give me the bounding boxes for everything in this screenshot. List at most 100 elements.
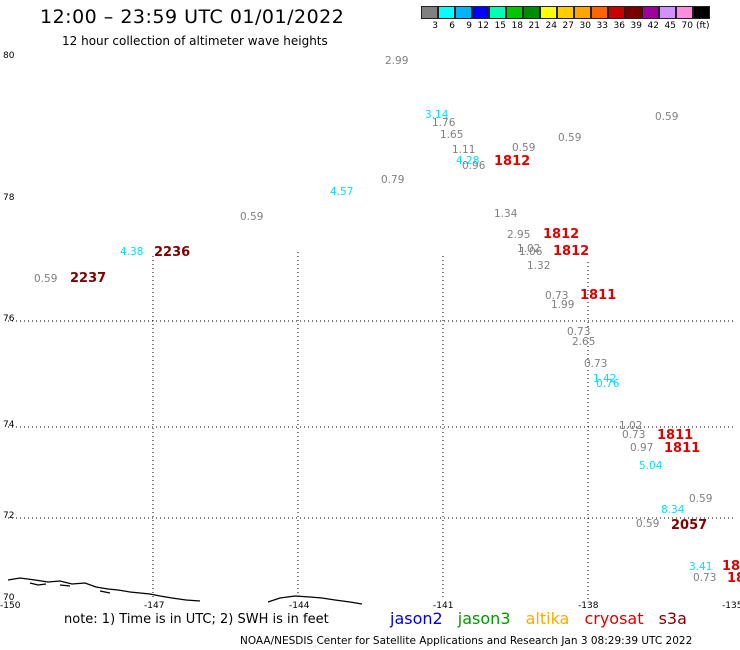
pass-time-label: 1812 — [553, 244, 590, 259]
wave-height-label: 0.73 — [584, 358, 608, 370]
legend-label: 9 — [466, 21, 472, 31]
wave-height-label: 0.59 — [689, 493, 713, 505]
wave-height-label: 0.97 — [630, 442, 654, 454]
map-title: 12:00 – 23:59 UTC 01/01/2022 — [40, 6, 345, 28]
wave-height-label: 4.28 — [456, 155, 480, 167]
wave-height-label: 0.59 — [636, 518, 660, 530]
legend-label: 18 — [511, 21, 523, 31]
wave-height-label: 1.02 — [517, 243, 541, 255]
lat-label-80: 80 — [3, 51, 15, 61]
legend-label: 33 — [596, 21, 608, 31]
legend-labels: 3 6 9 12 15 18 21 24 27 30 33 36 39 42 45 70 (ft) — [421, 21, 710, 31]
pass-time-label: 2057 — [671, 518, 708, 533]
legend-swatch — [642, 6, 659, 19]
legend-swatch — [659, 6, 676, 19]
legend-label: 30 — [579, 21, 591, 31]
wave-height-label: 0.73 — [693, 572, 717, 584]
wave-height-label: 3.41 — [689, 561, 713, 573]
coastline-west-detail — [29, 582, 111, 594]
legend-label: 70 — [681, 21, 693, 31]
lat-label-72: 72 — [3, 511, 15, 521]
wave-height-label: 1.76 — [432, 117, 456, 129]
lon-label-138: -138 — [578, 601, 599, 611]
legend-label: 6 — [449, 21, 455, 31]
legend-label: 27 — [562, 21, 574, 31]
legend-label: 12 — [477, 21, 489, 31]
wave-height-label: 1.34 — [494, 208, 518, 220]
satellite-jason2: jason2 — [390, 609, 443, 628]
lat-label-76: 76 — [3, 314, 15, 324]
wave-height-label: 1.99 — [551, 299, 575, 311]
wave-height-label: 0.59 — [558, 132, 582, 144]
legend-swatch — [421, 6, 438, 19]
wave-height-label: 0.73 — [622, 429, 646, 441]
legend-swatch — [557, 6, 574, 19]
wave-height-label: 0.59 — [240, 211, 264, 223]
legend-label: 39 — [630, 21, 642, 31]
lon-label-150: -150 — [0, 601, 21, 611]
legend-swatches — [421, 6, 710, 19]
pass-time-label: 1811 — [580, 288, 617, 303]
wave-height-label: 2.95 — [507, 229, 531, 241]
legend-swatch — [438, 6, 455, 19]
lat-label-74: 74 — [3, 420, 15, 430]
lon-label-144: -144 — [289, 601, 310, 611]
coastline-east — [267, 595, 363, 605]
pass-time-label: 18 — [722, 559, 740, 574]
legend-swatch — [625, 6, 642, 19]
lon-label-141: -141 — [433, 601, 454, 611]
legend-swatch — [523, 6, 540, 19]
lon-label-135: -135 — [722, 601, 740, 611]
satellite-s3a: s3a — [658, 609, 687, 628]
coastline — [7, 577, 363, 605]
wave-height-label: 0.76 — [596, 378, 620, 390]
legend-label: 42 — [647, 21, 659, 31]
wave-height-label: 1.02 — [619, 420, 643, 432]
legend-swatch — [693, 6, 710, 19]
pass-time-label: 1812 — [494, 154, 531, 169]
wave-height-label: 0.59 — [34, 273, 58, 285]
legend-swatch — [489, 6, 506, 19]
legend-swatch — [540, 6, 557, 19]
legend-label: 24 — [545, 21, 557, 31]
wave-height-label: 0.73 — [567, 326, 591, 338]
footer-credit: NOAA/NESDIS Center for Satellite Applica… — [240, 635, 693, 647]
lat-label-78: 78 — [3, 193, 15, 203]
legend-swatch — [608, 6, 625, 19]
wave-height-label: 4.57 — [330, 186, 354, 198]
legend-label: 3 — [432, 21, 438, 31]
legend-label: 36 — [613, 21, 625, 31]
wave-height-label: 0.79 — [381, 174, 405, 186]
wave-height-label: 8.34 — [661, 504, 685, 516]
satellite-cryosat: cryosat — [584, 609, 644, 628]
wave-height-label: 2.99 — [385, 55, 409, 67]
map-frame — [8, 56, 736, 602]
pass-time-label: 1811 — [664, 441, 701, 456]
wave-height-label: 0.59 — [512, 142, 536, 154]
legend-label: 45 — [664, 21, 676, 31]
pass-time-label: 2236 — [154, 245, 191, 260]
grid-lines — [8, 252, 736, 600]
wave-height-label: 1.42 — [593, 373, 617, 385]
lat-label-70: 70 — [3, 593, 15, 603]
wave-height-label: 1.06 — [519, 246, 543, 258]
legend-swatch — [676, 6, 693, 19]
wave-height-label: 1.32 — [527, 260, 551, 272]
wave-height-label: 0.96 — [462, 160, 486, 172]
legend-label: 21 — [528, 21, 540, 31]
legend-swatch — [506, 6, 523, 19]
coastline-west — [7, 577, 201, 602]
satellite-legend: jason2 jason3 altika cryosat s3a — [390, 609, 697, 628]
wave-height-label: 2.65 — [572, 336, 596, 348]
wave-height-label: 0.59 — [655, 111, 679, 123]
wave-height-label: 1.65 — [440, 129, 464, 141]
legend-unit: (ft) — [696, 21, 710, 31]
legend-label: 15 — [494, 21, 506, 31]
pass-time-label: 1811 — [657, 428, 694, 443]
legend-swatch — [455, 6, 472, 19]
legend-swatch — [574, 6, 591, 19]
map-subtitle: 12 hour collection of altimeter wave hei… — [62, 34, 328, 48]
legend-swatch — [591, 6, 608, 19]
color-legend: 3 6 9 12 15 18 21 24 27 30 33 36 39 42 45 70 (ft) — [421, 6, 710, 31]
